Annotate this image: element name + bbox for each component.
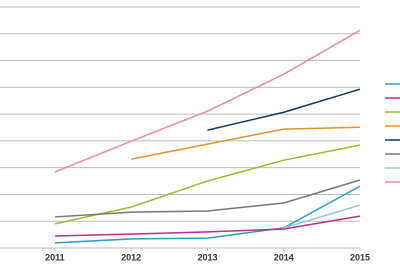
x-tick-label: 2014 [274, 252, 294, 262]
series-line [54, 185, 361, 244]
x-tick-label: 2015 [350, 252, 370, 262]
x-tick-label: 2011 [45, 252, 65, 262]
x-tick-label: 2012 [121, 252, 141, 262]
series-line [207, 88, 361, 131]
series-line [54, 29, 361, 173]
series-line [54, 215, 361, 237]
series-line [283, 204, 361, 229]
series-line [54, 144, 361, 225]
x-tick-label: 2013 [197, 252, 217, 262]
series-line [54, 179, 361, 218]
series-line [131, 126, 361, 160]
